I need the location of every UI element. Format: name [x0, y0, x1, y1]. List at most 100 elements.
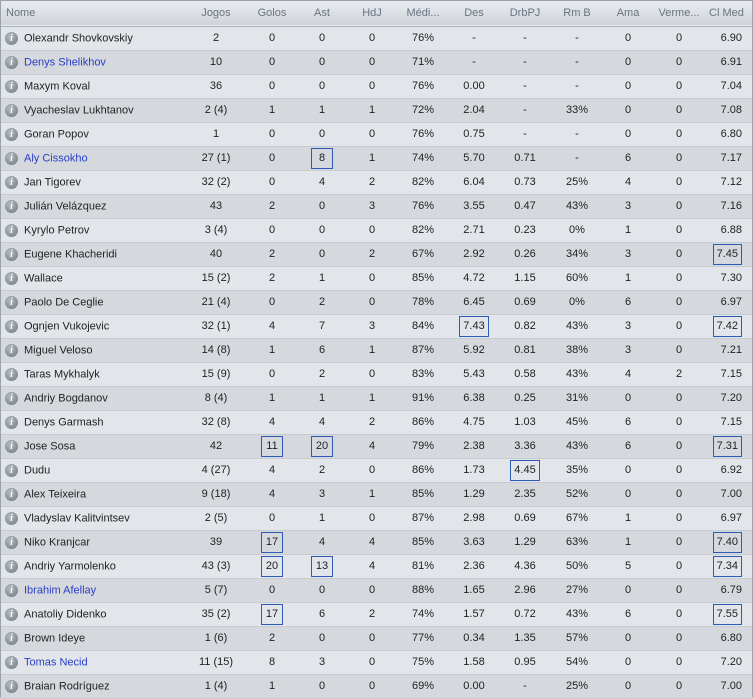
player-name-link[interactable]: Tomas Necid: [24, 656, 88, 668]
cell-clmed: 7.00: [705, 674, 752, 699]
info-icon[interactable]: i: [5, 631, 18, 645]
col-header-vermelhos[interactable]: Verme...: [658, 7, 700, 20]
cell-value: 32 (8): [201, 416, 231, 428]
table-row[interactable]: i Maxym Koval 36 0 0 0 76% 0.00 - - 0 0 7.04: [1, 74, 752, 99]
table-row[interactable]: i Jan Tigorev 32 (2) 0 4 2 82% 6.04 0.73 25% 4 0 7.1…: [1, 170, 752, 195]
cell-ama: 0: [603, 482, 653, 507]
col-header-golos[interactable]: Golos: [257, 7, 287, 20]
table-row[interactable]: i Vladyslav Kalitvintsev 2 (5) 0 1 0 87% 2.98 0.…: [1, 506, 752, 531]
info-icon[interactable]: i: [5, 247, 18, 261]
cell-value: -: [523, 128, 527, 140]
table-row[interactable]: i Braian Rodríguez 1 (4) 1 0 0 69% 0.00 - 25% 0 0 7.…: [1, 674, 752, 699]
info-icon[interactable]: i: [5, 319, 18, 333]
info-icon[interactable]: i: [5, 439, 18, 453]
info-icon[interactable]: i: [5, 559, 18, 573]
info-icon[interactable]: i: [5, 511, 18, 525]
table-row[interactable]: i Vyacheslav Lukhtanov 2 (4) 1 1 1 72% 2.04 - 33%…: [1, 98, 752, 123]
cell-value: 63%: [565, 536, 589, 548]
info-icon[interactable]: i: [5, 535, 18, 549]
info-icon[interactable]: i: [5, 463, 18, 477]
info-icon[interactable]: i: [5, 487, 18, 501]
cell-value: 4: [368, 560, 376, 572]
col-header-hdj[interactable]: HdJ: [362, 7, 382, 20]
table-row[interactable]: i Olexandr Shovkovskiy 2 0 0 0 76% - - - 0 0 6.90: [1, 26, 752, 51]
cell-value: 0: [368, 224, 376, 236]
col-header-cl-med[interactable]: Cl Med: [709, 7, 744, 20]
table-row[interactable]: i Miguel Veloso 14 (8) 1 6 1 87% 5.92 0.81 38% 3 0 7…: [1, 338, 752, 363]
cell-hdj: 0: [347, 50, 397, 75]
info-icon[interactable]: i: [5, 31, 18, 45]
table-row[interactable]: i Dudu 4 (27) 4 2 0 86% 1.73 4.45 35% 0 0 6.92: [1, 458, 752, 483]
player-name-link[interactable]: Denys Shelikhov: [24, 56, 106, 68]
cell-clmed: 7.45: [705, 242, 752, 267]
info-icon[interactable]: i: [5, 583, 18, 597]
table-row[interactable]: i Anatoliy Didenko 35 (2) 17 6 2 74% 1.57 0.72 43…: [1, 602, 752, 627]
cell-clmed: 6.97: [705, 290, 752, 315]
cell-rmb: 57%: [551, 626, 603, 651]
info-icon[interactable]: i: [5, 127, 18, 141]
cell-value: 0: [675, 440, 683, 452]
info-icon[interactable]: i: [5, 175, 18, 189]
table-row[interactable]: i Goran Popov 1 0 0 0 76% 0.75 - - 0 0 6.80: [1, 122, 752, 147]
table-row[interactable]: i Wallace 15 (2) 2 1 0 85% 4.72 1.15 60% 1 0 7.30: [1, 266, 752, 291]
table-row[interactable]: i Ibrahim Afellay 5 (7) 0 0 0 88% 1.65 2.96 27% 0 0…: [1, 578, 752, 603]
col-header-drbpj[interactable]: DrbPJ: [509, 7, 541, 20]
table-row[interactable]: i Brown Ideye 1 (6) 2 0 0 77% 0.34 1.35 57% 0 0 6.80: [1, 626, 752, 651]
info-icon[interactable]: i: [5, 367, 18, 381]
info-icon[interactable]: i: [5, 79, 18, 93]
cell-value: 0: [268, 224, 276, 236]
info-icon[interactable]: i: [5, 391, 18, 405]
cell-ast: 0: [297, 578, 347, 603]
cell-verm: 0: [653, 626, 705, 651]
cell-value: 1: [624, 272, 632, 284]
table-row[interactable]: i Andriy Bogdanov 8 (4) 1 1 1 91% 6.38 0.25 31% 0 0…: [1, 386, 752, 411]
table-row[interactable]: i Kyrylo Petrov 3 (4) 0 0 0 82% 2.71 0.23 0% 1 0 6.8…: [1, 218, 752, 243]
cell-value: 4 (27): [201, 464, 231, 476]
cell-value: 84%: [411, 320, 435, 332]
table-row[interactable]: i Eugene Khacheridi 40 2 0 2 67% 2.92 0.26 34% 3 0 7…: [1, 242, 752, 267]
table-row[interactable]: i Aly Cissokho 27 (1) 0 8 1 74% 5.70 0.71 - 6 0 7.17: [1, 146, 752, 171]
table-row[interactable]: i Alex Teixeira 9 (18) 4 3 1 85% 1.29 2.35 52% 0 0 7…: [1, 482, 752, 507]
player-name: Miguel Veloso: [24, 344, 93, 356]
info-icon[interactable]: i: [5, 199, 18, 213]
info-icon[interactable]: i: [5, 607, 18, 621]
info-icon[interactable]: i: [5, 415, 18, 429]
player-name-link[interactable]: Aly Cissokho: [24, 152, 88, 164]
table-row[interactable]: i Tomas Necid 11 (15) 8 3 0 75% 1.58 0.95 54% 0 0 7.…: [1, 650, 752, 675]
cell-drbpj: 1.35: [499, 626, 551, 651]
cell-value: -: [523, 80, 527, 92]
cell-des: 0.34: [449, 626, 499, 651]
info-icon[interactable]: i: [5, 295, 18, 309]
table-row[interactable]: i Denys Garmash 32 (8) 4 4 2 86% 4.75 1.03 45% 6 0 7…: [1, 410, 752, 435]
table-row[interactable]: i Andriy Yarmolenko 43 (3) 20 13 4 81% 2.36 4.36…: [1, 554, 752, 579]
cell-value: 40: [209, 248, 223, 260]
table-row[interactable]: i Denys Shelikhov 10 0 0 0 71% - - - 0 0 6.91: [1, 50, 752, 75]
table-row[interactable]: i Jose Sosa 42 11 20 4 79% 2.38 3.36 43% 6 0 7.31: [1, 434, 752, 459]
cell-value: 2.04: [463, 104, 485, 116]
player-name: Jose Sosa: [24, 440, 76, 452]
info-icon[interactable]: i: [5, 343, 18, 357]
table-row[interactable]: i Julián Velázquez 43 2 0 3 76% 3.55 0.47 43% 3 0 7.…: [1, 194, 752, 219]
info-icon[interactable]: i: [5, 271, 18, 285]
info-icon[interactable]: i: [5, 679, 18, 693]
col-header-nome[interactable]: Nome: [6, 7, 36, 20]
cell-des: 0.75: [449, 122, 499, 147]
table-row[interactable]: i Paolo De Ceglie 21 (4) 0 2 0 78% 6.45 0.69 0% 6 0…: [1, 290, 752, 315]
col-header-rmb[interactable]: Rm B: [563, 7, 591, 20]
table-row[interactable]: i Niko Kranjcar 39 17 4 4 85% 3.63 1.29 63% 1 0 7.40: [1, 530, 752, 555]
cell-value: 0: [675, 32, 683, 44]
col-header-des[interactable]: Des: [464, 7, 484, 20]
info-icon[interactable]: i: [5, 655, 18, 669]
col-header-media[interactable]: Médi...: [406, 7, 440, 20]
col-header-ama[interactable]: Ama: [616, 7, 640, 20]
info-icon[interactable]: i: [5, 55, 18, 69]
table-row[interactable]: i Taras Mykhalyk 15 (9) 0 2 0 83% 5.43 0.58 43% 4 2…: [1, 362, 752, 387]
col-header-jogos[interactable]: Jogos: [201, 7, 231, 20]
table-row[interactable]: i Ognjen Vukojevic 32 (1) 4 7 3 84% 7.43 0.82 43%…: [1, 314, 752, 339]
cell-ama: 0: [603, 626, 653, 651]
info-icon[interactable]: i: [5, 151, 18, 165]
col-header-ast[interactable]: Ast: [314, 7, 330, 20]
player-name-link[interactable]: Ibrahim Afellay: [24, 584, 97, 596]
info-icon[interactable]: i: [5, 103, 18, 117]
info-icon[interactable]: i: [5, 223, 18, 237]
